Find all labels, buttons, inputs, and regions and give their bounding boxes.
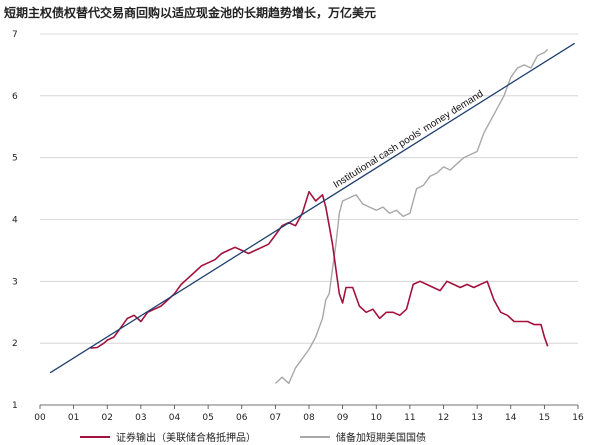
- x-tick-label-13: 13: [471, 413, 482, 423]
- x-tick-label-07: 07: [270, 413, 281, 423]
- legend: 证券输出（美联储合格抵押品） 储备加短期美国国债: [80, 431, 426, 444]
- x-tick-label-06: 06: [236, 413, 248, 423]
- x-tick-label-14: 14: [505, 413, 517, 423]
- x-tick-label-00: 00: [34, 413, 46, 423]
- y-tick-label-2: 2: [12, 339, 18, 349]
- y-tick-label-6: 6: [12, 92, 18, 102]
- x-tick-label-01: 01: [68, 413, 79, 423]
- x-tick-label-12: 12: [438, 413, 449, 423]
- x-tick-label-02: 02: [102, 413, 113, 423]
- y-tick-label-5: 5: [12, 154, 18, 164]
- x-tick-label-08: 08: [303, 413, 315, 423]
- grid: [40, 33, 578, 344]
- trend-line: [49, 42, 575, 374]
- x-tick-label-05: 05: [202, 413, 213, 423]
- y-tick-label-3: 3: [12, 277, 18, 287]
- y-axis-ticks: 1 2 3 4 5 6 7: [12, 30, 18, 411]
- x-tick-label-04: 04: [169, 413, 181, 423]
- legend-label-reserves: 储备加短期美国国债: [336, 431, 426, 444]
- trend-label: Institutional cash pools' money demand: [332, 89, 486, 191]
- trend-layer: Institutional cash pools' money demand: [49, 42, 575, 374]
- y-tick-label-1: 1: [12, 401, 18, 411]
- y-tick-label-4: 4: [12, 216, 18, 226]
- series-line-reserves: [274, 48, 549, 385]
- x-tick-label-09: 09: [337, 413, 349, 423]
- series-line-securities: [90, 190, 549, 349]
- chart-title: 短期主权债权替代交易商回购以适应现金池的长期趋势增长，万亿美元: [4, 6, 377, 20]
- x-tick-label-03: 03: [135, 413, 146, 423]
- x-axis-ticks: 00 01 02 03 04 05 06 07 08 09 10 11 12 13 14 15 16: [34, 405, 584, 423]
- x-tick-label-16: 16: [572, 413, 584, 423]
- x-tick-label-11: 11: [404, 413, 415, 423]
- x-tick-label-15: 15: [539, 413, 550, 423]
- y-tick-label-7: 7: [12, 30, 18, 40]
- x-tick-label-10: 10: [371, 413, 383, 423]
- legend-label-securities: 证券输出（美联储合格抵押品）: [116, 431, 256, 444]
